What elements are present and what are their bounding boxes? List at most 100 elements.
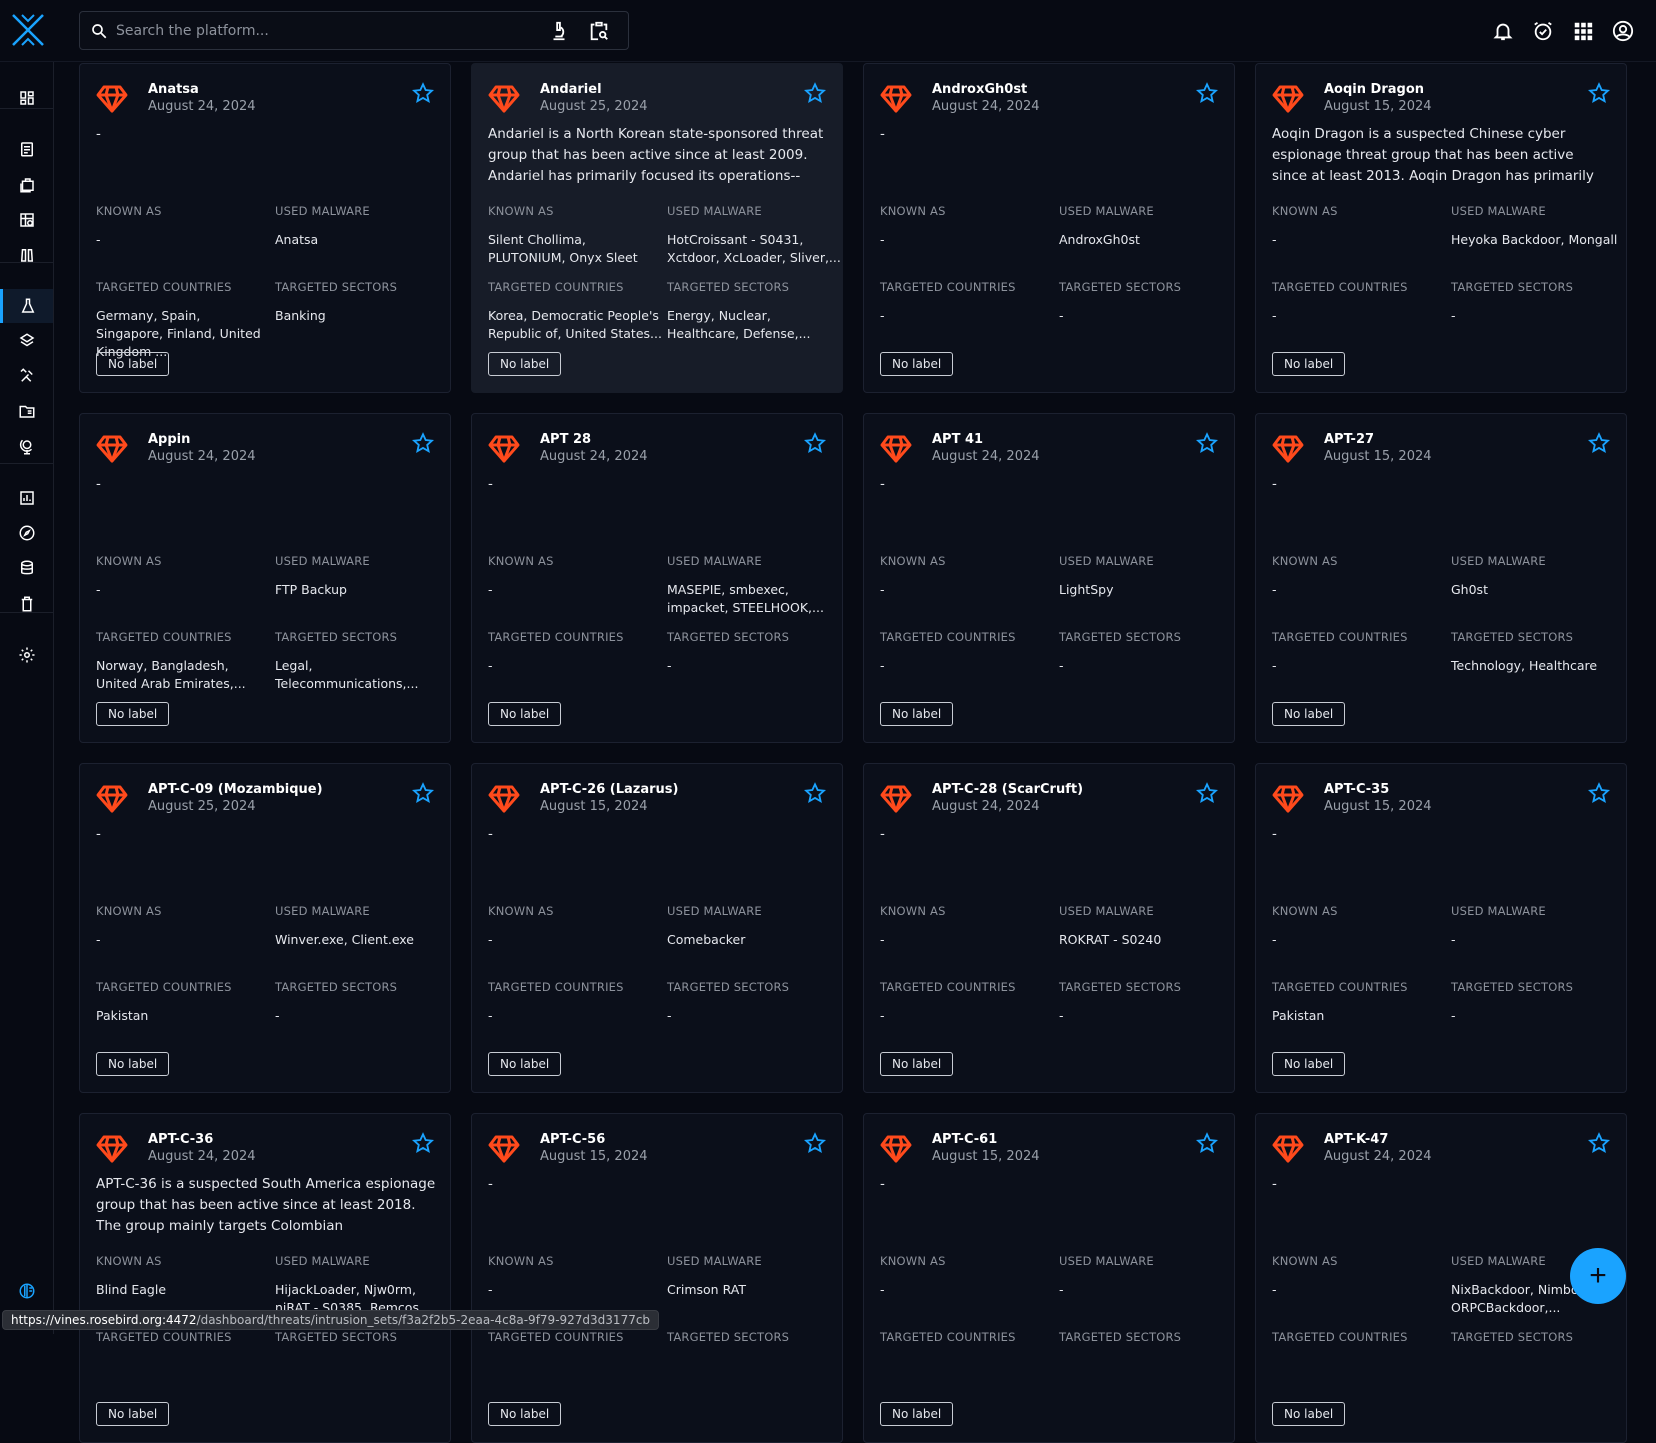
card-title[interactable]: Appin [148, 432, 191, 447]
targeted-sectors-label: TARGETED SECTORS [275, 1330, 398, 1344]
no-label-tag[interactable]: No label [1272, 1402, 1346, 1426]
no-label-tag[interactable]: No label [96, 1402, 170, 1426]
no-label-tag[interactable]: No label [488, 352, 562, 376]
card-title[interactable]: APT-C-35 [1324, 782, 1390, 797]
no-label-tag[interactable]: No label [880, 352, 954, 376]
sidebar-item-database[interactable] [0, 551, 53, 585]
card-title[interactable]: APT-C-09 (Mozambique) [148, 782, 323, 797]
star-favorite-icon[interactable] [1588, 82, 1610, 104]
intrusion-set-gem-icon [880, 435, 912, 463]
card-title[interactable]: Andariel [540, 82, 602, 97]
card-title[interactable]: APT-27 [1324, 432, 1375, 447]
intrusion-set-gem-icon [488, 435, 520, 463]
star-favorite-icon[interactable] [412, 82, 434, 104]
sidebar-item-data[interactable] [0, 481, 53, 515]
sidebar-item-events[interactable] [0, 203, 53, 237]
bell-icon[interactable] [1492, 20, 1514, 42]
intrusion-set-card[interactable]: APT-C-09 (Mozambique) August 25, 2024 - KNO… [79, 763, 451, 1093]
star-favorite-icon[interactable] [1196, 782, 1218, 804]
no-label-tag[interactable]: No label [96, 702, 170, 726]
star-favorite-icon[interactable] [1588, 432, 1610, 454]
sidebar-item-entities[interactable] [0, 394, 53, 428]
card-title[interactable]: APT-C-28 (ScarCruft) [932, 782, 1084, 797]
sidebar-item-trash[interactable] [0, 587, 53, 621]
card-title[interactable]: APT 41 [932, 432, 984, 447]
sidebar-divider [0, 463, 53, 464]
intrusion-set-card[interactable]: APT 28 August 24, 2024 - KNOWN AS USED MALWA… [471, 413, 843, 743]
alarm-check-icon[interactable] [1532, 20, 1554, 42]
card-title[interactable]: Anatsa [148, 82, 199, 97]
intrusion-set-card[interactable]: APT-C-61 August 15, 2024 - KNOWN AS USED MAL… [863, 1113, 1235, 1443]
no-label-tag[interactable]: No label [488, 1402, 562, 1426]
add-intrusion-set-button[interactable]: + [1570, 1248, 1626, 1304]
star-favorite-icon[interactable] [1588, 1132, 1610, 1154]
intrusion-set-card[interactable]: APT-C-36 August 24, 2024 APT-C-36 is a sus… [79, 1113, 451, 1443]
star-favorite-icon[interactable] [1196, 432, 1218, 454]
sidebar-item-filigran[interactable] [0, 1274, 53, 1308]
sidebar-item-threats[interactable] [0, 289, 53, 323]
clipboard-search-icon[interactable] [588, 20, 610, 42]
star-favorite-icon[interactable] [1588, 782, 1610, 804]
star-favorite-icon[interactable] [412, 782, 434, 804]
app-logo-icon[interactable] [10, 12, 46, 48]
no-label-tag[interactable]: No label [1272, 352, 1346, 376]
used-malware-value: Heyoka Backdoor, Mongall [1451, 232, 1618, 247]
sidebar-item-cases[interactable] [0, 168, 53, 202]
no-label-tag[interactable]: No label [880, 1052, 954, 1076]
card-title[interactable]: Aoqin Dragon [1324, 82, 1425, 97]
intrusion-set-card[interactable]: Andariel August 25, 2024 Andariel is a Nor… [471, 63, 843, 393]
intrusion-set-card[interactable]: AndroxGh0st August 24, 2024 - KNOWN AS USED … [863, 63, 1235, 393]
search-input[interactable] [116, 20, 516, 42]
star-favorite-icon[interactable] [804, 1132, 826, 1154]
star-favorite-icon[interactable] [804, 82, 826, 104]
intrusion-set-card[interactable]: APT-C-28 (ScarCruft) August 24, 2024 - KNOW… [863, 763, 1235, 1093]
apps-grid-icon[interactable] [1572, 20, 1594, 42]
targeted-countries-label: TARGETED COUNTRIES [880, 1330, 1016, 1344]
observations-icon [20, 249, 33, 262]
star-favorite-icon[interactable] [1196, 1132, 1218, 1154]
star-favorite-icon[interactable] [804, 782, 826, 804]
search-bar[interactable] [79, 11, 629, 50]
sidebar-item-analyses[interactable] [0, 132, 53, 166]
no-label-tag[interactable]: No label [96, 1052, 170, 1076]
star-favorite-icon[interactable] [804, 432, 826, 454]
no-label-tag[interactable]: No label [1272, 702, 1346, 726]
intrusion-set-card[interactable]: APT-C-35 August 15, 2024 - KNOWN AS USED MAL… [1255, 763, 1627, 1093]
intrusion-set-card[interactable]: APT-27 August 15, 2024 - KNOWN AS USED MALWA… [1255, 413, 1627, 743]
no-label-tag[interactable]: No label [880, 1402, 954, 1426]
sidebar-item-trust[interactable] [0, 516, 53, 550]
sidebar-item-arsenal[interactable] [0, 324, 53, 358]
no-label-tag[interactable]: No label [1272, 1052, 1346, 1076]
card-title[interactable]: APT-C-61 [932, 1132, 998, 1147]
intrusion-set-card[interactable]: Anatsa August 24, 2024 - KNOWN AS USED MALWA… [79, 63, 451, 393]
star-favorite-icon[interactable] [412, 432, 434, 454]
sidebar-item-settings[interactable] [0, 638, 53, 672]
sidebar-item-observations[interactable] [0, 238, 53, 272]
intrusion-set-card[interactable]: Appin August 24, 2024 - KNOWN AS USED MALWAR… [79, 413, 451, 743]
analyses-icon [20, 142, 33, 157]
star-favorite-icon[interactable] [412, 1132, 434, 1154]
targeted-countries-value: - [1272, 658, 1277, 673]
card-title[interactable]: APT-C-26 (Lazarus) [540, 782, 679, 797]
card-title[interactable]: AndroxGh0st [932, 82, 1028, 97]
card-title[interactable]: APT-C-36 [148, 1132, 214, 1147]
no-label-tag[interactable]: No label [488, 702, 562, 726]
intrusion-set-card[interactable]: Aoqin Dragon August 15, 2024 Aoqin Dragon … [1255, 63, 1627, 393]
intrusion-set-card[interactable]: APT 41 August 24, 2024 - KNOWN AS USED MALWA… [863, 413, 1235, 743]
card-title[interactable]: APT-C-56 [540, 1132, 606, 1147]
intrusion-set-card[interactable]: APT-C-56 August 15, 2024 - KNOWN AS USED MAL… [471, 1113, 843, 1443]
sidebar-item-locations[interactable] [0, 430, 53, 464]
account-circle-icon[interactable] [1612, 20, 1634, 42]
no-label-tag[interactable]: No label [488, 1052, 562, 1076]
sidebar-item-dashboard[interactable] [0, 81, 53, 115]
database-icon [20, 560, 33, 575]
no-label-tag[interactable]: No label [96, 352, 170, 376]
microscope-icon[interactable] [548, 20, 570, 42]
targeted-countries-label: TARGETED COUNTRIES [488, 1330, 624, 1344]
sidebar-item-techniques[interactable] [0, 359, 53, 393]
no-label-tag[interactable]: No label [880, 702, 954, 726]
intrusion-set-card[interactable]: APT-C-26 (Lazarus) August 15, 2024 - KNOWN … [471, 763, 843, 1093]
card-title[interactable]: APT 28 [540, 432, 592, 447]
star-favorite-icon[interactable] [1196, 82, 1218, 104]
card-title[interactable]: APT-K-47 [1324, 1132, 1389, 1147]
